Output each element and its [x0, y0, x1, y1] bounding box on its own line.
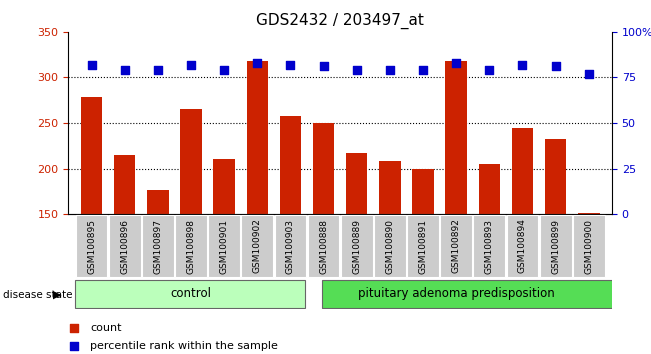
Text: GSM100889: GSM100889 — [352, 218, 361, 274]
Point — [87, 62, 97, 68]
Text: GSM100890: GSM100890 — [385, 218, 395, 274]
Bar — [247, 61, 268, 214]
Title: GDS2432 / 203497_at: GDS2432 / 203497_at — [256, 13, 424, 29]
FancyBboxPatch shape — [322, 280, 635, 308]
FancyBboxPatch shape — [142, 215, 174, 277]
Bar — [379, 161, 400, 214]
Bar — [114, 155, 135, 214]
FancyBboxPatch shape — [75, 280, 305, 308]
FancyBboxPatch shape — [540, 215, 572, 277]
Text: GSM100903: GSM100903 — [286, 218, 295, 274]
Bar — [81, 97, 102, 214]
FancyBboxPatch shape — [76, 215, 107, 277]
FancyBboxPatch shape — [175, 215, 207, 277]
Point — [583, 71, 594, 76]
Point — [219, 67, 229, 73]
Text: count: count — [90, 322, 122, 332]
Point — [451, 60, 462, 66]
Bar — [578, 213, 600, 214]
Point — [550, 64, 561, 69]
Point — [120, 67, 130, 73]
Text: GSM100897: GSM100897 — [154, 218, 162, 274]
Text: ▶: ▶ — [53, 290, 62, 299]
Bar — [180, 109, 202, 214]
FancyBboxPatch shape — [109, 215, 141, 277]
Text: control: control — [171, 287, 212, 300]
Point — [418, 67, 428, 73]
FancyBboxPatch shape — [308, 215, 339, 277]
FancyBboxPatch shape — [473, 215, 505, 277]
Point — [152, 67, 163, 73]
Point — [318, 64, 329, 69]
Text: GSM100895: GSM100895 — [87, 218, 96, 274]
Bar — [147, 190, 169, 214]
Text: disease state: disease state — [3, 290, 73, 299]
FancyBboxPatch shape — [242, 215, 273, 277]
Text: GSM100892: GSM100892 — [452, 218, 461, 274]
Text: GSM100900: GSM100900 — [584, 218, 593, 274]
Text: GSM100896: GSM100896 — [120, 218, 129, 274]
Text: GSM100898: GSM100898 — [186, 218, 195, 274]
Text: GSM100902: GSM100902 — [253, 218, 262, 274]
Point — [384, 90, 395, 96]
Bar — [545, 139, 566, 214]
Text: GSM100888: GSM100888 — [319, 218, 328, 274]
Bar — [214, 159, 235, 214]
Bar — [280, 116, 301, 214]
Bar — [412, 169, 434, 214]
FancyBboxPatch shape — [275, 215, 307, 277]
Text: pituitary adenoma predisposition: pituitary adenoma predisposition — [358, 287, 555, 300]
Point — [285, 62, 296, 68]
Bar — [478, 164, 500, 214]
Bar — [445, 61, 467, 214]
FancyBboxPatch shape — [374, 215, 406, 277]
Text: GSM100891: GSM100891 — [419, 218, 428, 274]
Point — [352, 67, 362, 73]
FancyBboxPatch shape — [506, 215, 538, 277]
FancyBboxPatch shape — [208, 215, 240, 277]
Bar — [312, 123, 335, 214]
Text: GSM100899: GSM100899 — [551, 218, 560, 274]
Bar — [512, 129, 533, 214]
Point — [186, 62, 196, 68]
FancyBboxPatch shape — [573, 215, 605, 277]
FancyBboxPatch shape — [407, 215, 439, 277]
Point — [384, 257, 395, 262]
Point — [385, 67, 395, 73]
Point — [518, 62, 528, 68]
Text: GSM100901: GSM100901 — [219, 218, 229, 274]
Point — [484, 67, 495, 73]
Text: percentile rank within the sample: percentile rank within the sample — [90, 341, 278, 351]
Text: GSM100893: GSM100893 — [485, 218, 494, 274]
Text: GSM100894: GSM100894 — [518, 218, 527, 274]
Bar — [346, 153, 368, 214]
FancyBboxPatch shape — [440, 215, 472, 277]
Point — [252, 60, 262, 66]
FancyBboxPatch shape — [341, 215, 372, 277]
